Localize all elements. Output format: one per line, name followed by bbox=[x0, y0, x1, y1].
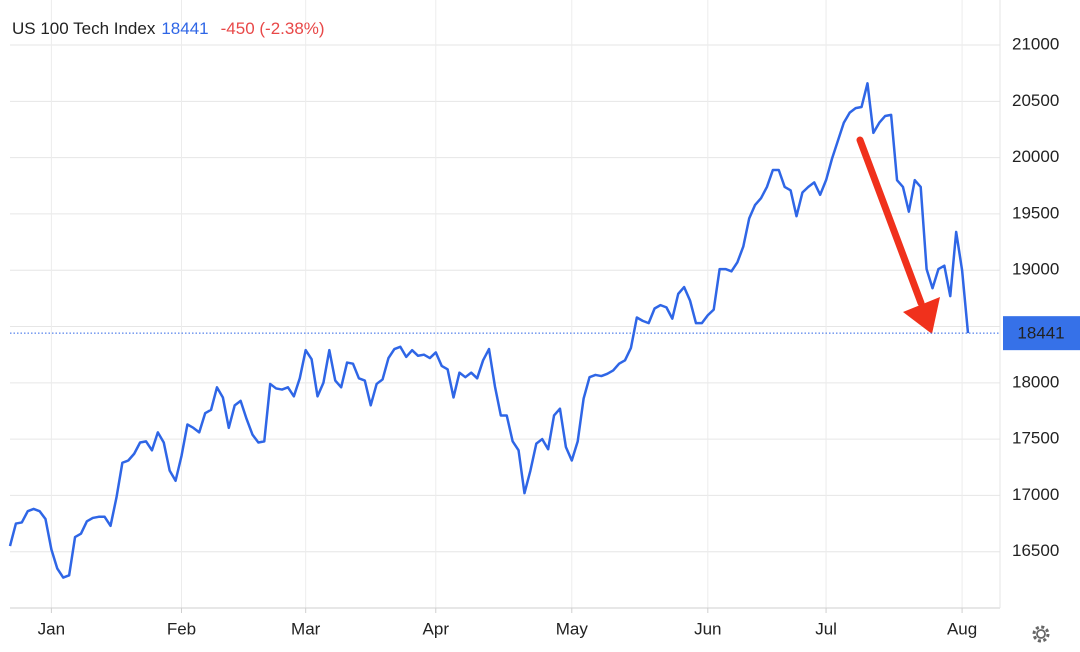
arrow-shaft bbox=[856, 136, 925, 307]
y-tick-label: 19000 bbox=[1012, 260, 1059, 279]
header: US 100 Tech Index 18441 -450 (-2.38%) bbox=[12, 19, 325, 38]
x-tick-label: Mar bbox=[291, 619, 321, 638]
gear-hub[interactable] bbox=[1036, 629, 1046, 639]
chart-title: US 100 Tech Index bbox=[12, 19, 156, 38]
y-tick-label: 17500 bbox=[1012, 429, 1059, 448]
x-tick-label: Feb bbox=[167, 619, 196, 638]
series-line bbox=[8, 82, 970, 579]
last-price-box bbox=[1003, 316, 1080, 351]
x-tick-label: Jan bbox=[38, 619, 65, 638]
y-tick-label: 17000 bbox=[1012, 485, 1059, 504]
x-tick-label: Aug bbox=[947, 619, 977, 638]
y-tick-label: 19500 bbox=[1012, 203, 1059, 222]
x-tick-label: Apr bbox=[423, 619, 450, 638]
y-tick-label: 18000 bbox=[1012, 372, 1059, 391]
gear-teeth[interactable] bbox=[1032, 625, 1050, 643]
change: -450 (-2.38%) bbox=[221, 19, 325, 38]
price: 18441 bbox=[161, 19, 208, 38]
grid bbox=[10, 0, 1000, 608]
arrow-annotation bbox=[856, 136, 940, 334]
x-tick-label: May bbox=[556, 619, 589, 638]
y-tick-label: 21000 bbox=[1012, 35, 1059, 54]
last-price-label: 18441 bbox=[1017, 324, 1064, 343]
x-tick-label: Jun bbox=[694, 619, 721, 638]
settings-icon[interactable] bbox=[1032, 625, 1050, 643]
arrow-head bbox=[903, 297, 940, 334]
y-tick-label: 20000 bbox=[1012, 147, 1059, 166]
y-tick-label: 16500 bbox=[1012, 541, 1059, 560]
y-tick-label: 20500 bbox=[1012, 91, 1059, 110]
x-tick-label: Jul bbox=[815, 619, 837, 638]
